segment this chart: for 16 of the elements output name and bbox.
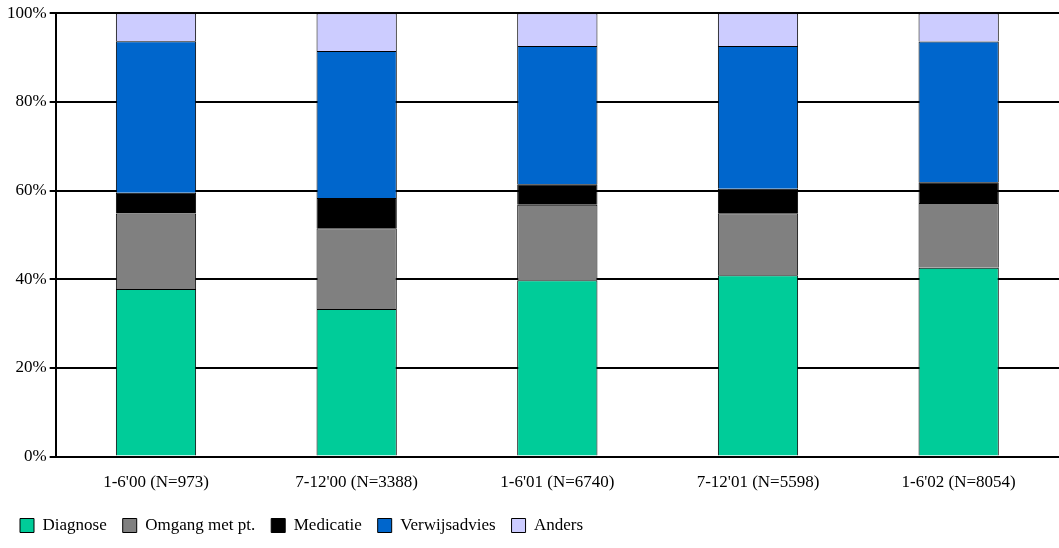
legend-label: Anders — [534, 514, 584, 534]
x-tick-label: 7-12'00 (N=3388) — [295, 472, 418, 492]
y-tick-label: 100% — [6, 2, 47, 22]
y-tick-label: 0% — [23, 446, 47, 466]
y-tick-label: 20% — [15, 357, 47, 377]
legend-label: Omgang met pt. — [145, 514, 256, 534]
y-tick-label: 60% — [15, 180, 47, 200]
x-tick-label: 1-6'01 (N=6740) — [500, 472, 615, 492]
x-tick-label: 7-12'01 (N=5598) — [696, 472, 820, 492]
legend-label: Diagnose — [42, 514, 107, 534]
x-tick-label: 1-6'02 (N=8054) — [901, 472, 1016, 492]
legend-label: Verwijsadvies — [400, 514, 496, 534]
x-tick-label: 1-6'00 (N=973) — [103, 472, 209, 492]
y-tick-label: 80% — [15, 91, 47, 111]
y-tick-label: 40% — [15, 268, 47, 288]
legend-label: Medicatie — [293, 514, 362, 534]
